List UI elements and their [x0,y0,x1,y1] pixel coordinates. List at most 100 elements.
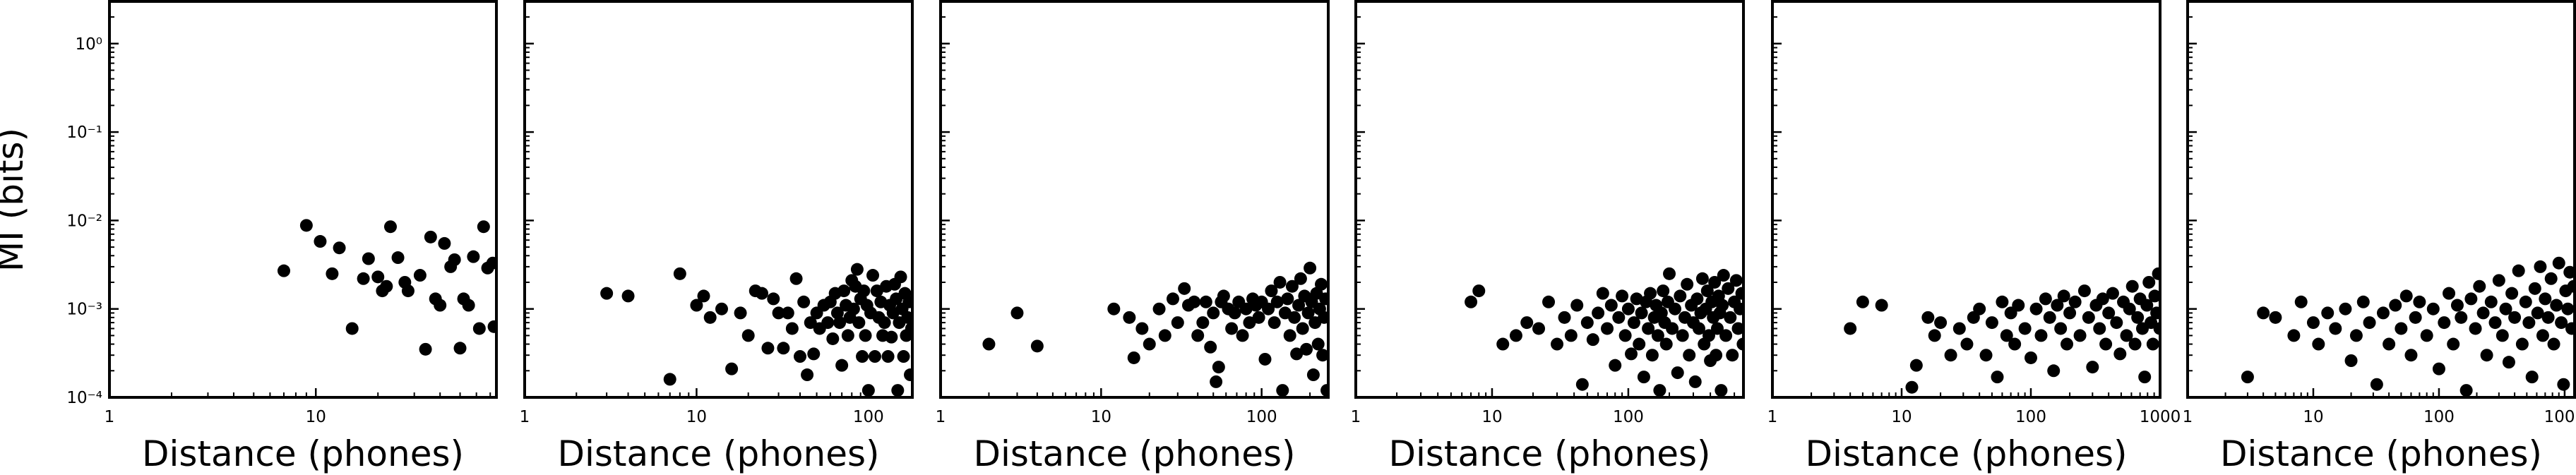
data-point [2512,264,2525,277]
data-point [2488,316,2502,330]
data-point [383,220,397,234]
data-point [1637,371,1650,384]
data-point [761,342,775,355]
data-point [1320,384,1328,397]
x-tick-label: 1000 [2544,408,2576,426]
data-point [725,362,739,375]
y-tick-label: 10⁻³ [66,301,102,319]
data-point [1166,292,1179,306]
data-point [2068,295,2082,308]
data-point [2034,329,2048,342]
data-point [1627,316,1640,330]
data-point [1586,333,1599,347]
scatter-series [1844,267,2160,394]
data-point [1676,329,1689,342]
data-point [1996,295,2009,308]
data-point [2455,311,2468,324]
data-point [1734,302,1743,315]
data-point [1283,329,1296,342]
scatter-series [277,219,496,356]
data-point [2567,279,2575,293]
data-point [1564,329,1578,342]
data-point [1654,306,1668,320]
data-point [1010,306,1024,320]
data-point [2519,295,2532,308]
data-point [857,284,871,298]
data-point [1659,337,1673,351]
data-point [850,263,864,276]
data-point [797,295,811,308]
data-point [1204,340,1217,354]
data-point [2306,316,2320,330]
data-point [2012,299,2025,312]
data-point [1690,292,1704,306]
data-point [1252,311,1265,324]
data-point [2000,329,2013,342]
data-point [2043,311,2056,324]
data-point [1944,349,1957,362]
x-tick-label: 1 [936,408,946,426]
data-point [1225,322,1239,335]
data-point [2432,362,2445,375]
data-point [1921,311,1935,324]
data-point [1724,311,1737,324]
data-point [2018,322,2032,335]
data-point [2008,337,2022,351]
data-point [362,252,375,265]
data-point [904,368,912,382]
x-axis-label: Distance (phones) [142,433,464,474]
data-point [1928,329,1941,342]
data-point [885,330,898,344]
data-point [1717,269,1730,282]
data-point [1657,284,1670,298]
data-point [1281,292,1294,306]
data-point [477,220,490,234]
data-point [391,251,405,265]
data-point [1633,337,1646,351]
data-point [2383,337,2396,351]
data-point [1663,267,1676,280]
data-point [453,342,467,355]
data-point [2073,329,2087,342]
data-point [1601,322,1614,335]
data-point [833,316,847,330]
scatter-series [982,261,1328,397]
data-point [2550,299,2563,312]
plot-frame [1771,0,2161,399]
data-point [1934,316,1948,330]
data-point [2565,322,2575,335]
data-point [2123,302,2136,315]
data-point [424,230,437,243]
data-point [1188,295,1201,308]
data-point [905,322,912,335]
data-point [2329,322,2342,335]
y-axis-label: MI (bits) [0,128,31,272]
data-point [1960,337,1974,351]
data-point [1681,277,1694,291]
data-point [1642,322,1655,335]
x-axis-label: Distance (phones) [557,433,879,474]
data-point [1635,306,1648,320]
data-point [901,311,912,324]
data-point [1952,322,1966,335]
data-point [852,316,866,330]
data-point [1905,380,1919,394]
data-point [1645,349,1659,362]
data-point [2128,337,2142,351]
data-point [419,342,432,356]
data-point [2426,302,2440,315]
data-point [1285,279,1299,293]
x-tick-label: 1 [2183,408,2193,426]
y-tick-label: 10⁰ [76,35,103,54]
data-point [1700,284,1714,298]
data-point [734,306,747,320]
data-point [2508,311,2522,324]
scatter-series [1465,267,1743,397]
data-point [2534,260,2547,273]
data-point [2039,292,2052,306]
data-point [1570,299,1584,312]
data-point [2547,337,2560,351]
x-tick-label: 10 [306,408,326,426]
data-point [1311,337,1325,351]
data-point [1609,359,1622,372]
